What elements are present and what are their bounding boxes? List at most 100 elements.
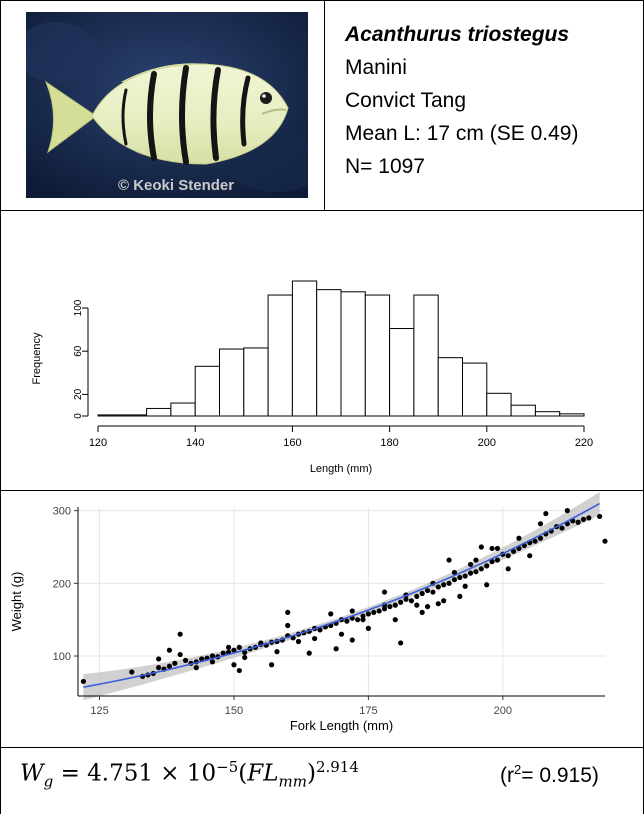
scatter-point [457, 574, 463, 581]
scatter-point [387, 603, 393, 610]
histogram-bar [413, 294, 439, 417]
scatter-point [177, 651, 183, 658]
mean-length: Mean L: 17 cm (SE 0.49) [345, 122, 579, 145]
photo-credit: © Keoki Stender [118, 177, 234, 194]
scatter-point [268, 662, 275, 668]
x-tick-label: 200 [494, 705, 512, 717]
scatter-point [435, 601, 441, 607]
eq-lhs-sub: g [43, 772, 54, 791]
scatter-point [156, 656, 162, 662]
scatter-point [473, 569, 479, 575]
scatter-point [365, 611, 371, 617]
x-tick-label: 140 [186, 437, 204, 449]
common-name: Convict Tang [345, 89, 467, 112]
table-border-top [0, 0, 644, 1]
scatter-point [333, 646, 339, 652]
row-divider-3 [0, 747, 644, 748]
histogram-bar [267, 294, 293, 417]
scatter-point [457, 593, 463, 600]
scatter-point [381, 589, 388, 595]
x-tick-label: 125 [90, 705, 108, 717]
histogram-bar [291, 280, 318, 417]
scatter-point [414, 602, 420, 608]
scatter-point [505, 566, 511, 572]
scatter-point [575, 519, 581, 525]
y-axis-label: Weight (g) [9, 572, 24, 632]
y-tick-label: 20 [73, 388, 84, 400]
histogram-bar [121, 414, 148, 417]
scatter-point [236, 667, 242, 674]
scatter-point [478, 544, 484, 550]
histogram-bar [510, 404, 536, 417]
scatter-point [494, 557, 501, 563]
y-axis-label: Frequency [31, 332, 43, 384]
scatter-point [220, 650, 226, 656]
scatter-point [484, 563, 490, 569]
scatter-point [328, 611, 334, 617]
r2-prefix: (r [500, 764, 514, 787]
fit-line [83, 502, 601, 689]
r2-sup: 2 [514, 762, 522, 777]
scatter-point [435, 584, 441, 590]
scatter-point [381, 606, 388, 612]
histogram-bar [194, 365, 220, 417]
scatter-point [349, 637, 355, 643]
scatter-point [467, 561, 474, 568]
histogram-bar [364, 294, 391, 417]
scatter-point [209, 659, 216, 665]
x-tick-label: 160 [283, 437, 301, 449]
scatter-point [441, 582, 447, 588]
eq-close: ) [306, 760, 316, 787]
y-tick-label: 60 [73, 345, 84, 357]
scatter-point [586, 515, 592, 521]
scatter-point [537, 521, 544, 527]
scatter-point [462, 583, 468, 589]
eq-lhs: W [20, 760, 44, 787]
r2-suffix: = 0.915) [521, 764, 599, 787]
scatter-point [424, 587, 431, 594]
scatter-point [371, 609, 377, 616]
scatter-point [419, 590, 425, 597]
histogram-bar [437, 357, 464, 417]
scatter-point [355, 617, 361, 623]
scatter-point [478, 566, 484, 572]
scatter-point [597, 513, 603, 520]
equation-formula: Wg = 4.751 × 10−5(FLmm)2.914 [20, 758, 359, 790]
column-divider [324, 0, 325, 210]
scatter-point [414, 593, 420, 600]
eq-equals: = [60, 760, 80, 787]
fish-illustration: © Keoki Stender [26, 12, 308, 198]
scatter-point [365, 625, 371, 631]
scatter-point [451, 577, 458, 583]
scatter-point [392, 617, 398, 623]
confidence-band [83, 492, 600, 701]
eq-var-sub: mm [278, 772, 307, 791]
histogram-bar [316, 289, 342, 417]
scatter-point [209, 653, 216, 659]
scatter-point [494, 545, 501, 552]
x-tick-label: 200 [478, 437, 496, 449]
scatter-point [430, 589, 436, 595]
scatter-point [602, 538, 608, 544]
scatter-point [172, 660, 178, 666]
scatter-point [527, 553, 533, 559]
scatter-point [408, 598, 415, 604]
scatter-point [360, 613, 366, 619]
scatter-point [285, 622, 291, 629]
scatter-point [559, 525, 565, 531]
scatter-point [489, 545, 495, 552]
scatter-point [306, 650, 312, 656]
scatter-point [231, 662, 237, 668]
scatter-point [419, 609, 425, 616]
scatter-point [376, 608, 382, 614]
scatter-point [392, 602, 398, 608]
table-border-left [0, 0, 1, 814]
y-tick-label: 100 [53, 651, 71, 663]
histogram-bar [462, 362, 488, 417]
eq-exponent: −5 [216, 758, 239, 776]
scatter-point [537, 535, 544, 541]
scatter-point [580, 516, 587, 522]
scatter-svg: 125 150 175 200 100 200 300 Fork Length (mm) Wei… [9, 492, 608, 733]
scatter-point [166, 647, 173, 653]
